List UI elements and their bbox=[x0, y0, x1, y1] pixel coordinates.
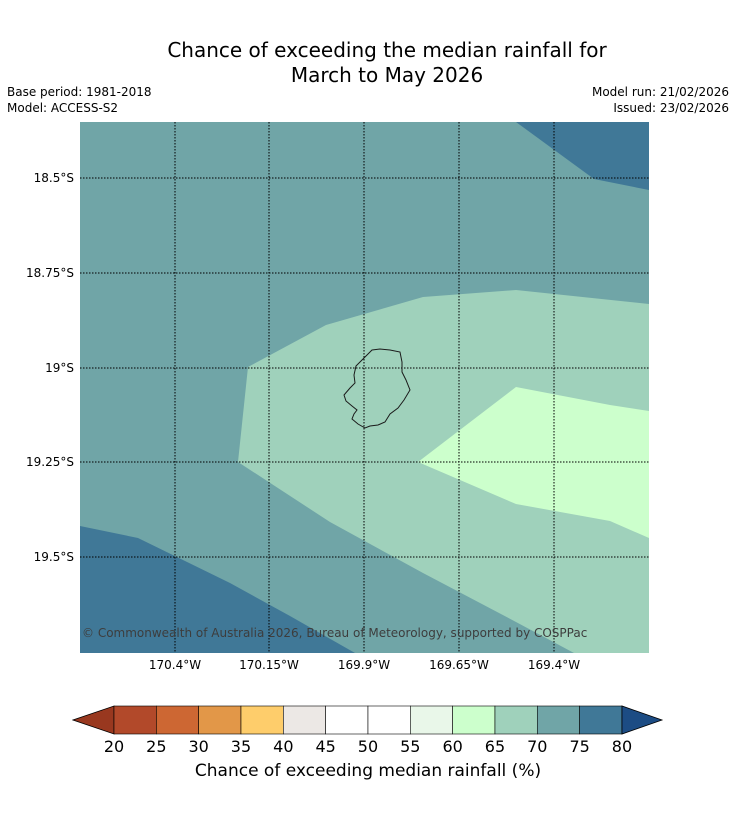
map-panel bbox=[80, 122, 649, 653]
colorbar-segment bbox=[367, 705, 411, 735]
colorbar-segment bbox=[113, 705, 157, 735]
colorbar-tick-label: 80 bbox=[611, 737, 633, 756]
issued-date: Issued: 23/02/2026 bbox=[613, 101, 729, 115]
colorbar-under-arrow bbox=[72, 705, 115, 735]
meta-right: Model run: 21/02/2026 Issued: 23/02/2026 bbox=[592, 84, 729, 116]
lat-label: 18.75°S bbox=[26, 266, 74, 280]
colorbar-tick-label: 45 bbox=[315, 737, 336, 756]
colorbar-tick-label: 35 bbox=[230, 737, 252, 756]
lon-label: 169.65°W bbox=[429, 658, 489, 672]
colorbar-tick-label: 60 bbox=[442, 737, 463, 756]
lat-label: 19.25°S bbox=[26, 455, 74, 469]
copyright-notice: © Commonwealth of Australia 2026, Bureau… bbox=[82, 626, 588, 640]
lon-label: 169.4°W bbox=[527, 658, 581, 672]
colorbar-over-arrow bbox=[621, 705, 664, 735]
model-run: Model run: 21/02/2026 bbox=[591, 85, 729, 99]
lon-label: 169.9°W bbox=[337, 658, 391, 672]
colorbar-tick-label: 25 bbox=[146, 737, 167, 756]
colorbar-segment bbox=[325, 705, 369, 735]
colorbar-tick-label: 50 bbox=[357, 737, 379, 756]
colorbar-segment bbox=[240, 705, 284, 735]
lon-label: 170.15°W bbox=[239, 658, 299, 672]
model-name: Model: ACCESS-S2 bbox=[7, 101, 119, 115]
colorbar-tick-label: 20 bbox=[103, 737, 125, 756]
island-outline bbox=[343, 348, 411, 429]
colorbar bbox=[72, 705, 664, 735]
base-period: Base period: 1981-2018 bbox=[7, 85, 152, 99]
colorbar-label: Chance of exceeding median rainfall (%) bbox=[194, 761, 542, 781]
colorbar-segment bbox=[536, 705, 580, 735]
colorbar-segment bbox=[452, 705, 496, 735]
colorbar-segment bbox=[198, 705, 242, 735]
zone-75-80-northeast bbox=[516, 122, 649, 190]
title-line-1: Chance of exceeding the median rainfall … bbox=[167, 38, 607, 62]
colorbar-tick-label: 70 bbox=[527, 737, 548, 756]
colorbar-segment bbox=[283, 705, 326, 735]
colorbar-tick-label: 30 bbox=[188, 737, 209, 756]
lon-label: 170.4°W bbox=[148, 658, 202, 672]
colorbar-tick-label: 75 bbox=[569, 737, 590, 756]
colorbar-tick-label: 40 bbox=[273, 737, 294, 756]
colorbar-tick-label: 65 bbox=[484, 737, 506, 756]
map-title: Chance of exceeding the median rainfall … bbox=[0, 38, 736, 88]
meta-left: Base period: 1981-2018 Model: ACCESS-S2 bbox=[7, 84, 152, 116]
lat-label: 19°S bbox=[45, 361, 74, 375]
colorbar-segment bbox=[156, 705, 199, 735]
gridlines bbox=[80, 122, 649, 653]
colorbar-segment bbox=[410, 705, 453, 735]
zone-75-80-southwest bbox=[80, 526, 355, 653]
colorbar-tick-label: 55 bbox=[400, 737, 421, 756]
lat-label: 19.5°S bbox=[33, 550, 74, 564]
colorbar-segment bbox=[579, 705, 623, 735]
title-line-2: March to May 2026 bbox=[290, 63, 484, 87]
lat-label: 18.5°S bbox=[33, 171, 74, 185]
colorbar-segment bbox=[494, 705, 538, 735]
